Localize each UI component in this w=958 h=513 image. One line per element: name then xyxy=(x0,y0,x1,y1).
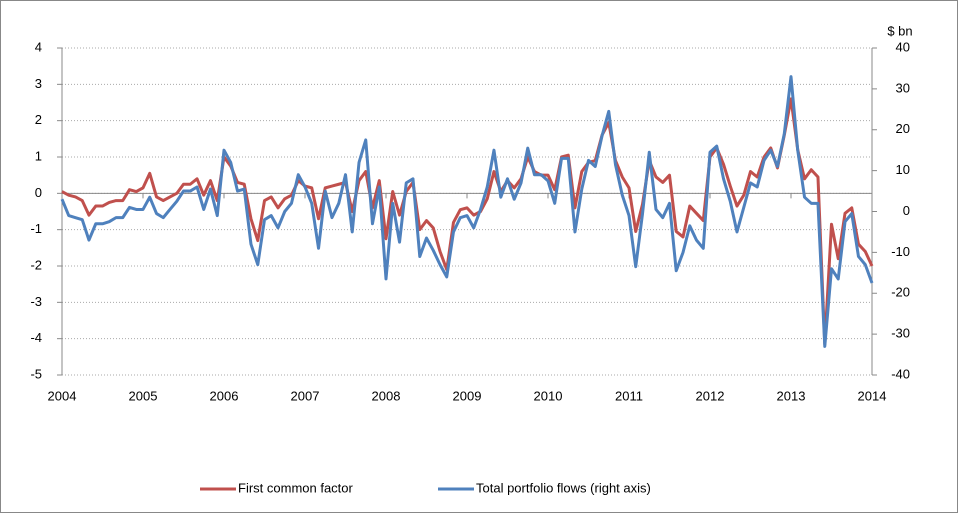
y-tick-label: -3 xyxy=(30,294,42,309)
x-tick-label: 2004 xyxy=(48,388,77,403)
x-tick-label: 2008 xyxy=(372,388,401,403)
x-tick-label: 2006 xyxy=(210,388,239,403)
x-tick-label: 2005 xyxy=(129,388,158,403)
y2-tick-label: -30 xyxy=(891,326,910,341)
y-tick-label: 1 xyxy=(35,148,42,163)
y-tick-label: -1 xyxy=(30,221,42,236)
legend-label: Total portfolio flows (right axis) xyxy=(476,480,651,495)
y2-tick-label: -10 xyxy=(891,244,910,259)
legend-label: First common factor xyxy=(238,480,354,495)
x-tick-label: 2012 xyxy=(696,388,725,403)
y2-tick-label: 30 xyxy=(896,80,910,95)
y2-tick-label: -20 xyxy=(891,285,910,300)
y2-tick-label: 10 xyxy=(896,162,910,177)
y-tick-label: 4 xyxy=(35,39,42,54)
x-tick-label: 2013 xyxy=(777,388,806,403)
y2-tick-label: -40 xyxy=(891,366,910,381)
y2-tick-label: 40 xyxy=(896,39,910,54)
y-tick-label: -4 xyxy=(30,330,42,345)
y-tick-label: 3 xyxy=(35,76,42,91)
y-tick-label: 2 xyxy=(35,112,42,127)
y-tick-label: 0 xyxy=(35,185,42,200)
series-line xyxy=(60,75,874,348)
y2-tick-label: 20 xyxy=(896,121,910,136)
y2-tick-label: 0 xyxy=(903,203,910,218)
x-tick-label: 2014 xyxy=(858,388,887,403)
y-tick-label: -5 xyxy=(30,366,42,381)
x-tick-label: 2007 xyxy=(291,388,320,403)
series-line xyxy=(61,97,874,346)
x-tick-label: 2011 xyxy=(615,388,643,403)
x-tick-label: 2009 xyxy=(453,388,482,403)
y2-axis-label: $ bn xyxy=(887,23,912,38)
y-tick-label: -2 xyxy=(30,257,42,272)
x-tick-label: 2010 xyxy=(534,388,563,403)
